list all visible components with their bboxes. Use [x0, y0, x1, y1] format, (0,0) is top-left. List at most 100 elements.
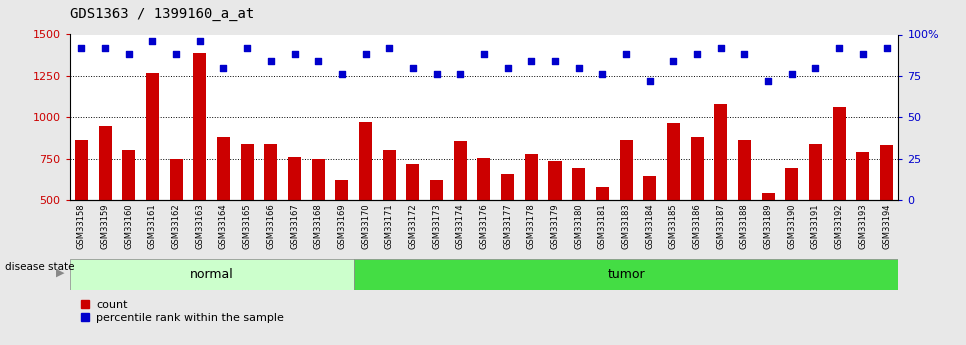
Point — [357, 52, 373, 57]
Text: GSM33191: GSM33191 — [811, 203, 820, 248]
Text: GSM33186: GSM33186 — [693, 203, 701, 249]
Point — [145, 38, 160, 44]
Text: GSM33174: GSM33174 — [456, 203, 465, 249]
Text: GSM33161: GSM33161 — [148, 203, 156, 249]
Text: GSM33194: GSM33194 — [882, 203, 891, 248]
Text: tumor: tumor — [608, 268, 645, 281]
Point — [452, 71, 468, 77]
Text: GSM33180: GSM33180 — [574, 203, 583, 249]
Bar — [217, 137, 230, 283]
Point — [808, 65, 823, 70]
Text: GSM33166: GSM33166 — [267, 203, 275, 249]
Bar — [714, 104, 727, 283]
Text: GSM33165: GSM33165 — [242, 203, 252, 249]
Text: GSM33162: GSM33162 — [172, 203, 181, 249]
Bar — [833, 107, 845, 283]
Text: disease state: disease state — [5, 262, 74, 272]
Text: GSM33170: GSM33170 — [361, 203, 370, 249]
Point — [879, 45, 895, 50]
Bar — [335, 180, 349, 283]
Text: GSM33171: GSM33171 — [384, 203, 394, 249]
Point — [240, 45, 255, 50]
Point — [548, 58, 563, 64]
Bar — [619, 140, 633, 283]
Point — [405, 65, 420, 70]
Bar — [643, 176, 656, 283]
Point — [642, 78, 658, 83]
Text: GSM33190: GSM33190 — [787, 203, 796, 248]
Point — [215, 65, 231, 70]
Text: GSM33160: GSM33160 — [125, 203, 133, 249]
Bar — [407, 164, 419, 283]
Point — [98, 45, 113, 50]
Bar — [691, 137, 703, 283]
Text: GSM33189: GSM33189 — [764, 203, 773, 249]
Bar — [265, 144, 277, 283]
Bar — [761, 193, 775, 283]
Point — [334, 71, 350, 77]
Bar — [70, 259, 354, 290]
Text: GSM33188: GSM33188 — [740, 203, 749, 249]
Point — [690, 52, 705, 57]
Point — [263, 58, 278, 64]
Point — [73, 45, 89, 50]
Bar — [477, 158, 491, 283]
Text: GSM33185: GSM33185 — [668, 203, 678, 249]
Point — [618, 52, 634, 57]
Point — [713, 45, 728, 50]
Bar — [146, 72, 159, 283]
Bar — [354, 259, 898, 290]
Bar — [880, 145, 893, 283]
Text: GSM33173: GSM33173 — [432, 203, 441, 249]
Bar — [75, 140, 88, 283]
Bar — [501, 174, 514, 283]
Text: GDS1363 / 1399160_a_at: GDS1363 / 1399160_a_at — [70, 7, 254, 21]
Point — [855, 52, 870, 57]
Point — [784, 71, 800, 77]
Text: GSM33177: GSM33177 — [503, 203, 512, 249]
Bar — [667, 123, 680, 283]
Point — [737, 52, 753, 57]
Point — [168, 52, 184, 57]
Point — [595, 71, 611, 77]
Bar — [785, 168, 798, 283]
Text: GSM33163: GSM33163 — [195, 203, 204, 249]
Point — [524, 58, 539, 64]
Text: normal: normal — [189, 268, 234, 281]
Bar — [454, 141, 467, 283]
Text: GSM33168: GSM33168 — [314, 203, 323, 249]
Point — [192, 38, 208, 44]
Point — [121, 52, 136, 57]
Bar — [572, 168, 585, 283]
Bar — [359, 122, 372, 283]
Bar — [383, 150, 396, 283]
Text: GSM33193: GSM33193 — [859, 203, 867, 249]
Point — [476, 52, 492, 57]
Text: GSM33164: GSM33164 — [219, 203, 228, 249]
Text: GSM33192: GSM33192 — [835, 203, 843, 248]
Point — [382, 45, 397, 50]
Bar — [193, 53, 207, 283]
Text: GSM33169: GSM33169 — [337, 203, 347, 249]
Bar — [525, 154, 538, 283]
Bar — [596, 187, 609, 283]
Point — [500, 65, 516, 70]
Text: GSM33176: GSM33176 — [479, 203, 489, 249]
Bar — [312, 159, 325, 283]
Legend: count, percentile rank within the sample: count, percentile rank within the sample — [75, 295, 289, 328]
Bar — [241, 144, 254, 283]
Bar — [99, 126, 112, 283]
Text: GSM33183: GSM33183 — [621, 203, 631, 249]
Point — [571, 65, 586, 70]
Text: GSM33179: GSM33179 — [551, 203, 559, 249]
Bar — [549, 161, 561, 283]
Bar — [170, 159, 183, 283]
Point — [666, 58, 681, 64]
Text: GSM33172: GSM33172 — [409, 203, 417, 249]
Bar — [738, 140, 751, 283]
Point — [287, 52, 302, 57]
Text: GSM33159: GSM33159 — [100, 203, 109, 248]
Text: GSM33167: GSM33167 — [290, 203, 299, 249]
Point — [760, 78, 776, 83]
Text: GSM33181: GSM33181 — [598, 203, 607, 249]
